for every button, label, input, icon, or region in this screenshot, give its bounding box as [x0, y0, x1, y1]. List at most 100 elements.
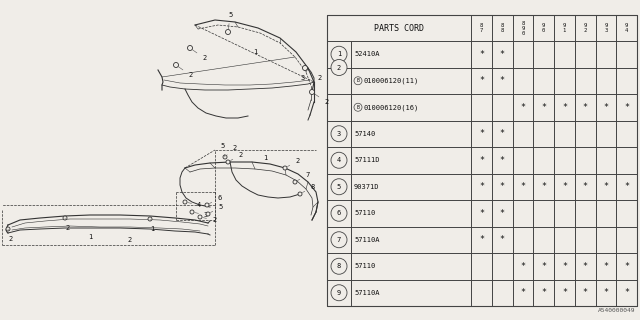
Bar: [595, 147, 616, 173]
Bar: [533, 279, 554, 306]
Bar: [595, 94, 616, 121]
Bar: [533, 15, 554, 41]
Bar: [533, 227, 554, 253]
Circle shape: [303, 66, 307, 70]
Bar: [471, 253, 492, 279]
Bar: [554, 200, 575, 227]
Text: *: *: [520, 288, 525, 297]
Bar: [513, 41, 533, 68]
Circle shape: [298, 192, 302, 196]
Bar: [554, 94, 575, 121]
Text: A540000049: A540000049: [598, 308, 635, 313]
Bar: [616, 279, 637, 306]
Bar: [471, 15, 492, 41]
Bar: [327, 94, 351, 121]
Text: *: *: [520, 262, 525, 271]
Text: *: *: [500, 209, 504, 218]
Bar: [554, 173, 575, 200]
Bar: [595, 227, 616, 253]
Bar: [554, 147, 575, 173]
Bar: [554, 279, 575, 306]
Bar: [492, 147, 513, 173]
Bar: [492, 94, 513, 121]
Circle shape: [206, 212, 210, 216]
Text: 2: 2: [203, 217, 216, 223]
Text: *: *: [562, 288, 567, 297]
Bar: [554, 253, 575, 279]
Bar: [595, 68, 616, 94]
Bar: [616, 173, 637, 200]
Text: 2: 2: [65, 218, 69, 231]
Text: 9
3: 9 3: [604, 23, 607, 33]
Text: 52410A: 52410A: [354, 51, 380, 57]
Text: 9: 9: [337, 290, 341, 296]
Text: 8
7: 8 7: [480, 23, 483, 33]
Text: *: *: [582, 288, 588, 297]
Text: 5: 5: [228, 12, 232, 29]
Text: 9
1: 9 1: [563, 23, 566, 33]
Text: 9
0: 9 0: [542, 23, 545, 33]
Bar: [616, 147, 637, 173]
Bar: [533, 173, 554, 200]
Text: *: *: [624, 262, 629, 271]
Text: *: *: [479, 50, 484, 59]
Bar: [351, 121, 471, 147]
Text: 8
8: 8 8: [500, 23, 504, 33]
Bar: [554, 68, 575, 94]
Bar: [471, 227, 492, 253]
Bar: [492, 15, 513, 41]
Bar: [513, 121, 533, 147]
Circle shape: [331, 285, 347, 301]
Text: 90371D: 90371D: [354, 184, 380, 190]
Circle shape: [354, 77, 362, 85]
Text: *: *: [582, 262, 588, 271]
Bar: [351, 68, 471, 94]
Text: 57111D: 57111D: [354, 157, 380, 163]
Text: 2: 2: [8, 229, 12, 242]
Bar: [575, 253, 595, 279]
Text: *: *: [479, 129, 484, 138]
Text: *: *: [520, 182, 525, 191]
Text: *: *: [604, 103, 609, 112]
Text: *: *: [520, 103, 525, 112]
Bar: [575, 15, 595, 41]
Bar: [513, 147, 533, 173]
Bar: [492, 279, 513, 306]
Bar: [327, 147, 351, 173]
Text: *: *: [604, 182, 609, 191]
Bar: [327, 253, 351, 279]
Text: *: *: [604, 288, 609, 297]
Text: *: *: [500, 76, 504, 85]
Text: 2: 2: [307, 70, 321, 81]
Text: 1: 1: [88, 234, 92, 240]
Bar: [575, 121, 595, 147]
Text: 5: 5: [337, 184, 341, 190]
Bar: [327, 15, 637, 306]
Text: *: *: [479, 76, 484, 85]
Text: 2: 2: [337, 65, 341, 70]
Bar: [575, 41, 595, 68]
Text: *: *: [479, 182, 484, 191]
Text: 5: 5: [211, 204, 222, 212]
Bar: [513, 15, 533, 41]
Bar: [575, 147, 595, 173]
Bar: [554, 41, 575, 68]
Bar: [533, 147, 554, 173]
Bar: [533, 94, 554, 121]
Bar: [471, 173, 492, 200]
Bar: [616, 94, 637, 121]
Bar: [327, 279, 351, 306]
Text: 7: 7: [337, 237, 341, 243]
Text: 2: 2: [192, 50, 206, 61]
Text: 2: 2: [179, 67, 192, 78]
Bar: [513, 279, 533, 306]
Text: *: *: [479, 235, 484, 244]
Circle shape: [188, 45, 193, 51]
Bar: [471, 121, 492, 147]
Bar: [492, 173, 513, 200]
Bar: [351, 173, 471, 200]
Circle shape: [331, 258, 347, 274]
Bar: [533, 200, 554, 227]
Bar: [616, 200, 637, 227]
Text: 2: 2: [287, 158, 300, 167]
